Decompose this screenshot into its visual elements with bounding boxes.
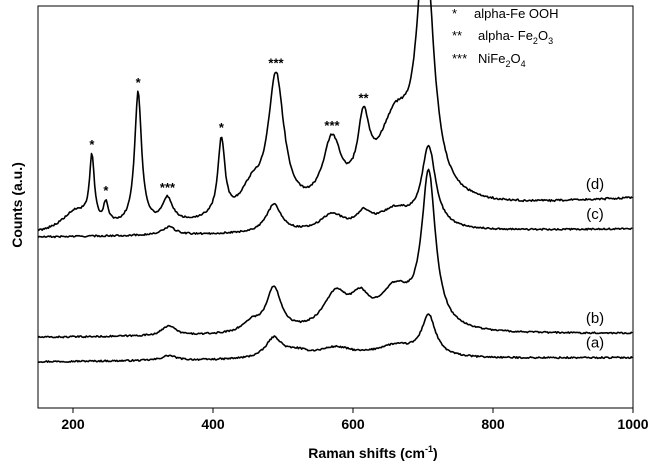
series-layer xyxy=(37,0,633,364)
x-axis-title: Raman shifts (cm-1) xyxy=(308,444,437,461)
x-tick-label: 1000 xyxy=(617,416,648,432)
legend-mid-2: O xyxy=(538,28,548,43)
series-label-0: (a) xyxy=(586,335,604,352)
x-axis-title-main: Raman shifts (cm xyxy=(308,445,425,461)
legend-entry-1: * alpha-Fe OOH xyxy=(452,6,559,21)
plot-border xyxy=(37,5,634,409)
legend-sub-2a: 2 xyxy=(533,36,538,46)
legend-marker-2: ** xyxy=(452,28,462,43)
peak-mark-1: * xyxy=(103,183,109,198)
peak-mark-6: *** xyxy=(324,118,340,133)
series-labels: (a) (b) (c) (d) xyxy=(586,176,604,352)
plot-frame xyxy=(37,5,634,409)
series-line-2 xyxy=(37,144,633,239)
peak-mark-5: *** xyxy=(268,56,284,71)
peak-mark-3: *** xyxy=(160,180,176,195)
legend-marker-3: *** xyxy=(452,51,467,66)
series-label-2: (c) xyxy=(586,206,604,223)
legend: * alpha-Fe OOH ** alpha- Fe2O3 *** NiFe2O4 xyxy=(452,6,559,69)
series-line-0 xyxy=(37,313,633,364)
legend-sub-3b: 4 xyxy=(521,59,526,69)
peak-mark-2: * xyxy=(136,75,142,90)
x-axis-title-close: ) xyxy=(433,445,438,461)
x-tick-label: 800 xyxy=(481,416,505,432)
peak-mark-0: * xyxy=(89,137,95,152)
peak-annotations: ****************** xyxy=(89,56,369,198)
y-axis-title: Counts (a.u.) xyxy=(9,162,25,248)
legend-mid-3: O xyxy=(510,51,520,66)
series-label-1: (b) xyxy=(586,310,604,327)
legend-text-1: alpha-Fe OOH xyxy=(474,6,559,21)
legend-entry-3: *** NiFe2O4 xyxy=(452,51,526,69)
legend-sub-3a: 2 xyxy=(505,59,510,69)
peak-mark-4: * xyxy=(219,120,225,135)
series-line-3 xyxy=(37,0,633,232)
legend-sub-2b: 3 xyxy=(548,36,553,46)
peak-mark-7: ** xyxy=(358,91,369,106)
x-tick-label: 200 xyxy=(61,416,85,432)
series-line-1 xyxy=(37,168,633,339)
x-tick-label: 400 xyxy=(201,416,225,432)
x-axis-ticks: 200 400 600 800 1000 xyxy=(61,408,649,432)
series-label-3: (d) xyxy=(586,176,604,193)
legend-marker-1: * xyxy=(452,6,457,21)
x-axis-title-sup: -1 xyxy=(425,444,433,454)
x-tick-label: 600 xyxy=(341,416,365,432)
legend-entry-2: ** alpha- Fe2O3 xyxy=(452,28,553,46)
legend-text-2: alpha- Fe xyxy=(478,28,533,43)
legend-text-3: NiFe xyxy=(478,51,505,66)
